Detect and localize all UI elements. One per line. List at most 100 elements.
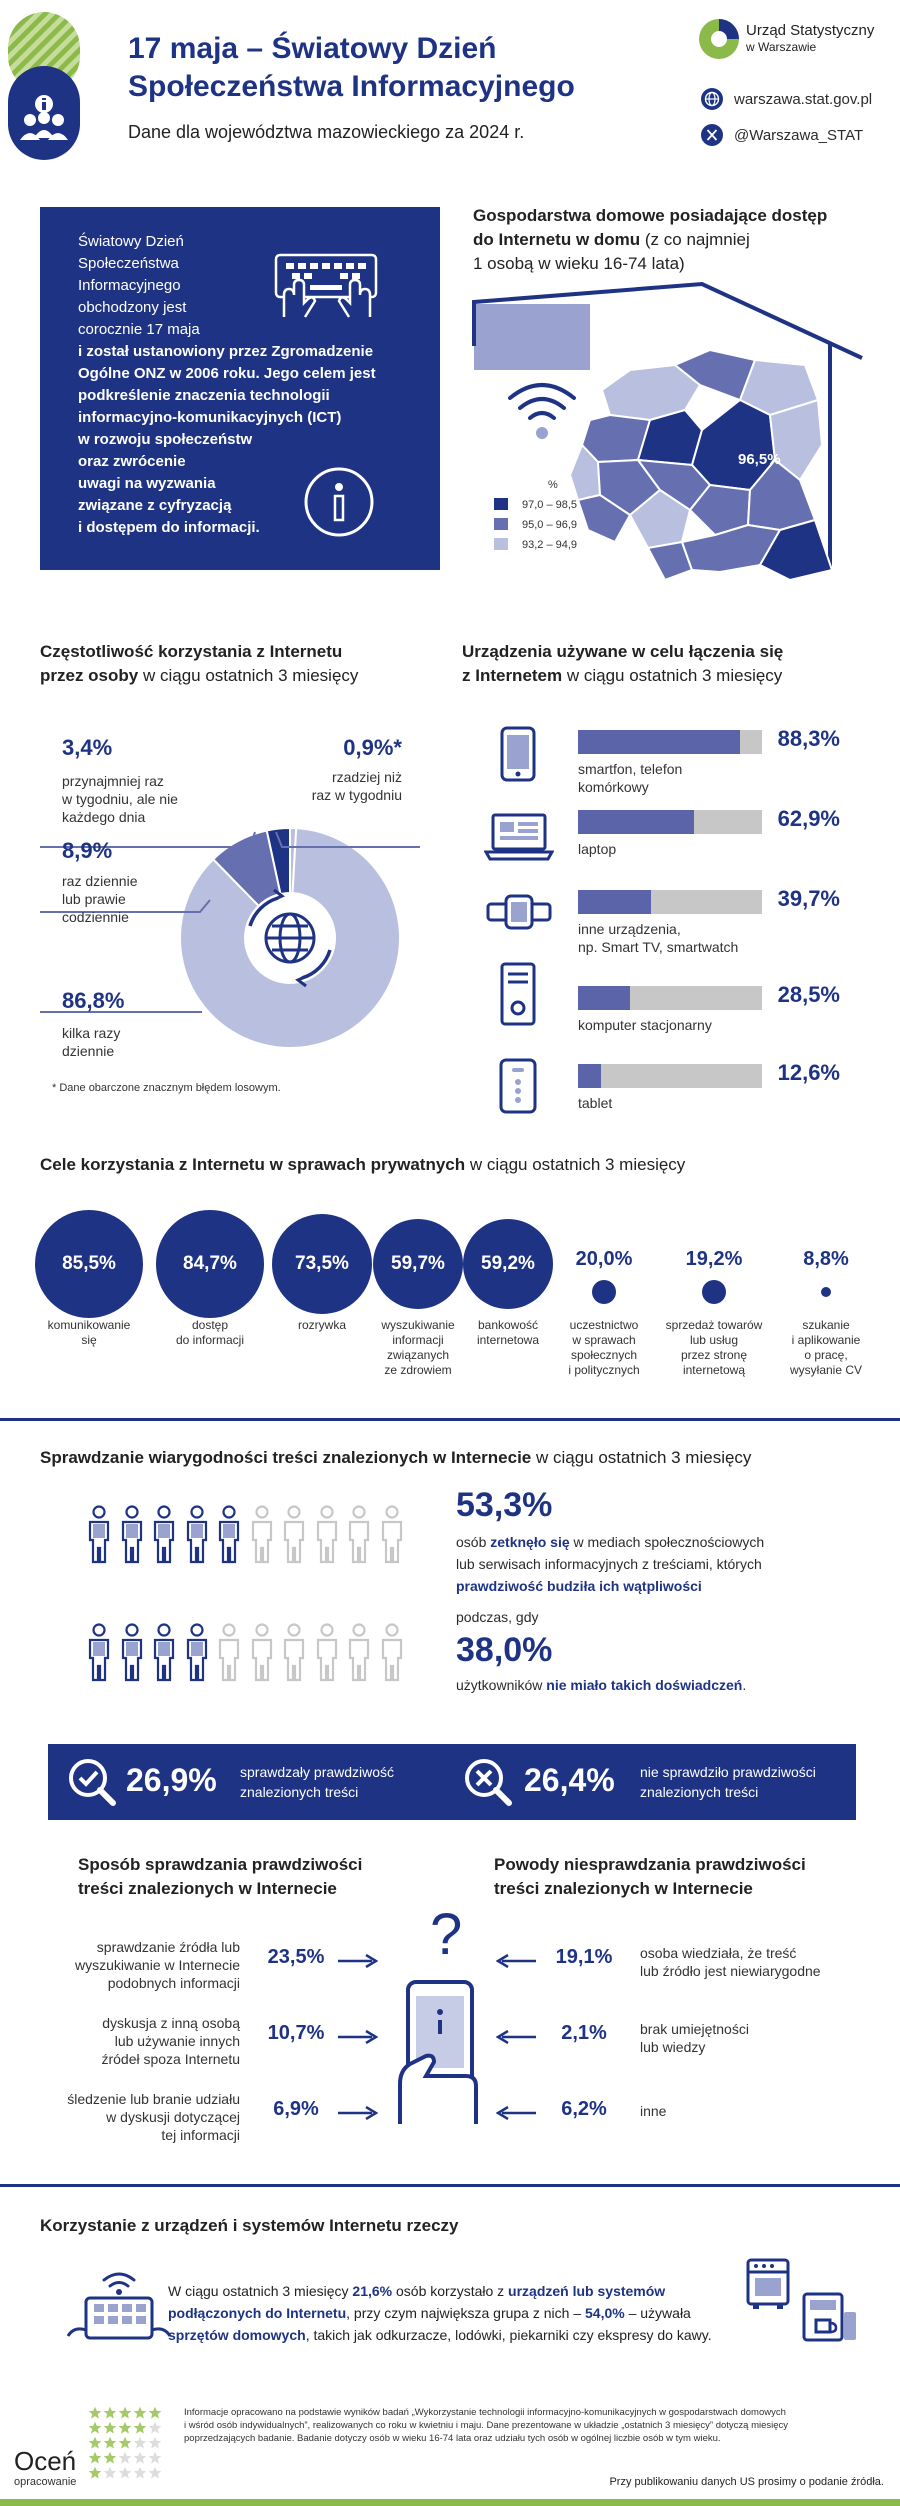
star-empty-icon[interactable] [148,2451,162,2465]
star-filled-icon[interactable] [118,2406,132,2420]
reason-label-line: inne [640,2103,667,2119]
device-label: smartfon, telefon komórkowy [578,760,682,796]
device-bar-fill [578,890,652,914]
reason-label: brak umiejętności lub wiedzy [640,2020,870,2056]
star-filled-icon[interactable] [148,2406,162,2420]
star-filled-icon[interactable] [118,2436,132,2450]
rating-widget[interactable]: Oceń opracowanie [10,2406,170,2496]
pie-label-line: rzadziej niż [331,769,402,785]
star-filled-icon[interactable] [88,2451,102,2465]
method-value: 10,7% [267,2022,325,2044]
devices-title-line2-thin: w ciągu ostatnich 3 miesięcy [562,666,783,685]
star-filled-icon[interactable] [133,2406,147,2420]
star-empty-icon[interactable] [133,2436,147,2450]
person-filled-icon [186,1505,207,1564]
pie-leader-lines [40,831,420,1013]
device-label: laptop [578,840,616,858]
arrow-right-icon [338,2030,378,2044]
rating-stars[interactable] [88,2406,168,2486]
star-empty-icon[interactable] [148,2466,162,2480]
method-label-line: lub używanie innych [114,2033,240,2049]
purpose-label: wyszukiwanie informacji związanych ze zdrow… [362,1318,474,1378]
purpose-circle: 73,5% [271,1213,373,1315]
star-filled-icon[interactable] [103,2406,117,2420]
person-filled-icon [88,1623,110,1682]
credibility-pct-1: 53,3% [456,1486,553,1524]
pie-category-label: rzadziej niż raz w tygodniu [280,768,402,804]
cred-between: podczas, gdy [456,1609,539,1625]
iot-p1: W ciągu ostatnich 3 miesięcy [168,2283,353,2299]
legend-swatch-3 [494,538,508,550]
globe-arrows-icon [248,888,332,988]
wifi-dot-icon [536,427,548,439]
pie-label-line: raz dziennie [62,873,138,889]
star-empty-icon[interactable] [148,2436,162,2450]
info-circle-icon [304,467,374,537]
person-filled-icon [218,1505,240,1564]
device-label-line: laptop [578,841,617,857]
intro-line: związane z cyfryzacją [78,497,232,514]
purpose-label-line: związanych [386,1348,450,1362]
star-filled-icon[interactable] [103,2451,117,2465]
method-label: śledzenie lub branie udziału w dyskusji d… [40,2090,240,2144]
device-label-line: np. Smart TV, smartwatch [578,939,739,955]
star-filled-icon[interactable] [88,2421,102,2435]
star-filled-icon[interactable] [88,2436,102,2450]
person-filled-icon [88,1505,110,1564]
desktop-computer-icon [500,962,536,1026]
frequency-title-line2-bold: przez osoby [40,666,139,685]
star-empty-icon[interactable] [133,2451,147,2465]
device-bar-fill [578,1064,602,1088]
purpose-label-line: wysyłanie CV [789,1363,863,1377]
device-value: 88,3% [777,726,840,751]
intro-line: informacyjno-komunikacyjnych (ICT) [78,409,342,426]
star-filled-icon[interactable] [88,2466,102,2480]
purpose-label: bankowość internetowa [452,1318,564,1348]
intro-line: w rozwoju społeczeństw [78,431,253,448]
star-filled-icon[interactable] [88,2406,102,2420]
person-empty-icon [283,1505,305,1564]
intro-line: i został ustanowiony przez Zgromadzenie [78,343,374,360]
star-filled-icon[interactable] [103,2436,117,2450]
star-filled-icon[interactable] [103,2421,117,2435]
purpose-label-line: rozrywka [297,1318,346,1332]
purpose-circle: 84,7% [156,1210,264,1318]
device-label-line: inne urządzenia, [578,921,681,937]
cred-text2-a: użytkowników [456,1677,547,1693]
star-filled-icon[interactable] [133,2421,147,2435]
purpose-label: rozrywka [266,1318,378,1333]
reason-label-line: lub wiedzy [640,2039,706,2055]
twitter-link[interactable]: @Warszawa_STAT [700,122,863,148]
reason-value: 19,1% [555,1946,613,1968]
page-title-line2: Społeczeństwa Informacyjnego [128,70,575,103]
purpose-label-line: komunikowanie [47,1318,131,1332]
star-empty-icon[interactable] [118,2466,132,2480]
star-empty-icon[interactable] [118,2451,132,2465]
arrow-left-icon [496,2106,536,2120]
devices-title-line2-bold: z Internetem [462,666,563,685]
purpose-value: 20,0% [575,1248,633,1270]
reason-value: 6,2% [561,2098,607,2120]
note-line-1: Informacje opracowano na podstawie wynik… [184,2407,786,2418]
star-empty-icon[interactable] [148,2421,162,2435]
star-empty-icon[interactable] [133,2466,147,2480]
device-bar-fill [578,730,741,754]
star-empty-icon[interactable] [103,2466,117,2480]
website-link[interactable]: warszawa.stat.gov.pl [700,86,872,112]
star-filled-icon[interactable] [118,2421,132,2435]
rate-word: Oceń [14,2446,77,2476]
logo-name-line2: w Warszawie [746,40,817,54]
iot-p3-bold: sprzętów domowych [168,2327,306,2343]
method-label-line: śledzenie lub branie udziału [67,2091,240,2107]
credibility-title: Sprawdzanie wiarygodności treści znalezi… [40,1446,751,1470]
intro-line: Społeczeństwa [78,255,179,272]
stat-office-logo-icon [699,19,739,59]
iot-p1-bold: urządzeń lub systemów [508,2283,666,2299]
legend-swatch-1 [494,498,508,510]
frequency-pie-chart [40,826,420,1049]
map-title-line2-bold: do Internetu w domu [473,230,641,249]
purpose-label: komunikowanie się [33,1318,145,1348]
publish-note: Przy publikowaniu danych US prosimy o po… [609,2476,884,2488]
person-filled-icon [121,1505,142,1564]
device-bar-fill [578,810,694,834]
